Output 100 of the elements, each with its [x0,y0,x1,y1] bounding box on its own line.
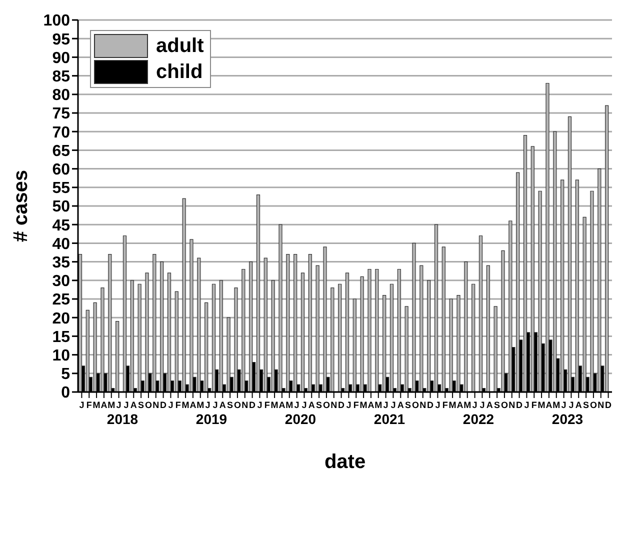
x-tick-label: F [442,400,448,410]
x-tick-label: S [494,400,500,410]
x-tick-label: M [270,400,278,410]
x-tick-label: O [234,400,241,410]
x-tick-label: F [353,400,360,410]
text: 2021 [374,411,406,427]
x-tick-label: N [242,400,248,410]
x-tick-label: A [368,400,375,410]
x-tick-label: S [138,400,144,410]
x-tick-label: J [390,400,396,410]
text: 2022 [462,411,494,427]
x-tick-label: D [160,400,168,410]
x-tick-label: J [346,400,352,410]
x-tick-label: M [182,400,190,410]
x-tick-label: A [219,400,226,410]
x-tick-label: D [338,400,346,410]
y-tick-label: 35 [52,254,70,272]
x-tick-label: M [196,400,204,410]
x-tick-label: M [552,400,560,410]
y-tick-label: 65 [52,142,70,160]
x-tick-label: D [427,400,434,410]
x-tick-label: J [435,400,440,410]
x-tick-label: J [302,400,307,410]
x-tick-label: N [152,400,160,410]
x-tick-label: D [516,400,524,410]
y-tick-label: 60 [52,161,70,178]
x-tick-label: J [524,400,530,410]
x-tick-label: S [583,400,590,410]
y-tick-label: 0 [61,384,70,402]
x-tick-label: F [175,400,182,410]
x-tick-label: J [561,400,566,410]
x-tick-label: D [605,400,612,410]
x-tick-label: N [420,400,426,410]
x-tick-label: J [294,400,300,410]
x-tick-label: A [308,400,316,410]
x-tick-label: M [464,400,472,410]
x-tick-label: O [144,400,152,410]
x-tick-label: M [374,400,382,410]
y-tick-label: 30 [52,273,70,290]
x-tick-label: N [598,400,604,410]
text: 2019 [196,411,228,427]
x-tick-label: O [412,400,419,410]
x-tick-label: F [531,400,538,410]
x-tick-label: N [508,400,516,410]
y-tick-label: 15 [52,328,70,346]
x-tick-label: J [257,400,262,410]
x-tick-label: M [538,400,546,410]
y-tick-label: 55 [52,180,70,198]
x-tick-label: A [100,400,108,410]
text: 2020 [284,411,316,427]
x-tick-label: J [168,400,174,410]
x-tick-label: J [480,400,485,410]
x-tick-label: J [212,400,218,410]
x-tick-label: J [124,400,129,410]
y-tick-label: 40 [52,236,70,253]
x-tick-label: J [205,400,210,410]
x-tick-label: M [286,400,294,410]
x-tick-label: M [92,400,100,410]
x-tick-label: A [456,400,464,410]
y-tick-label: 80 [52,87,70,104]
y-tick-label: 10 [52,347,70,364]
x-tick-label: F [264,400,270,410]
legend-label: adult [156,34,204,58]
x-tick-label: S [227,400,234,410]
y-tick-label: 50 [52,198,70,216]
x-tick-label: O [322,400,330,410]
x-tick-label: O [500,400,508,410]
x-tick-label: A [486,400,494,410]
x-tick-label: D [249,400,256,410]
y-tick-label: 45 [52,217,70,234]
x-tick-label: J [568,400,574,410]
x-axis-title: date [324,451,366,473]
y-tick-label: 85 [52,68,70,86]
x-tick-label: F [86,400,92,410]
x-tick-label: J [116,400,122,410]
y-tick-label: 70 [52,124,70,142]
y-tick-label: 75 [52,106,70,123]
y-axis-title: # cases [10,170,32,242]
x-tick-label: M [360,400,368,410]
x-tick-label: A [546,400,553,410]
x-tick-label: A [130,400,138,410]
y-tick-label: 100 [43,12,70,30]
legend-label: child [156,60,203,84]
x-tick-label: J [383,400,388,410]
x-tick-label: A [190,400,197,410]
y-tick-label: 25 [52,292,70,309]
text: 2023 [552,411,584,427]
x-tick-label: N [330,400,338,410]
y-tick-label: 20 [52,310,70,328]
x-tick-label: S [316,400,322,410]
x-tick-label: M [448,400,456,410]
y-tick-label: 5 [61,366,70,384]
y-tick-label: 90 [52,50,70,67]
x-tick-label: O [590,400,597,410]
x-tick-label: A [397,400,404,410]
y-tick-label: 95 [52,31,70,48]
x-tick-label: S [405,400,412,410]
x-tick-label: M [108,400,116,410]
x-tick-label: A [575,400,582,410]
x-tick-label: A [278,400,286,410]
